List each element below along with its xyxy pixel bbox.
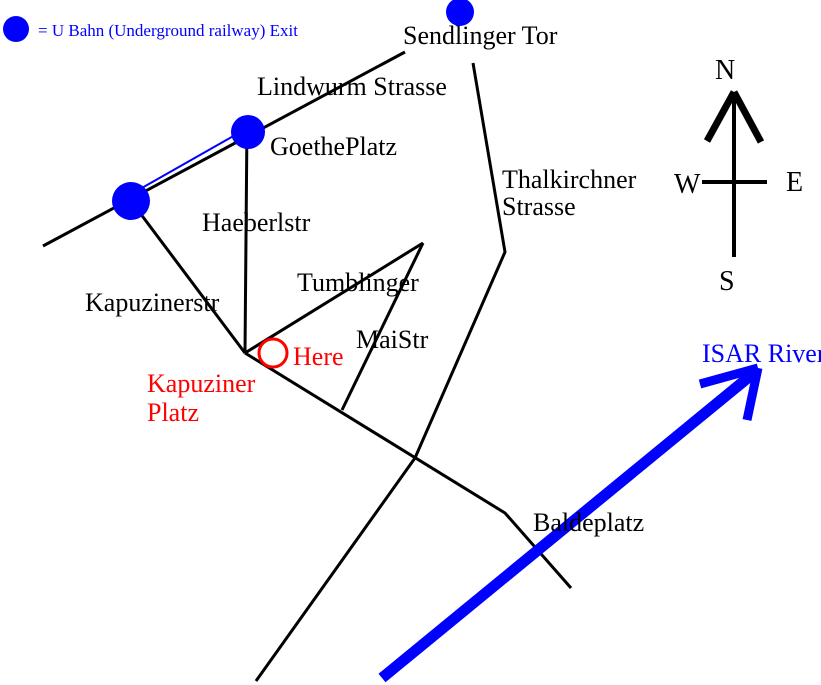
ubahn-exit-sendlinger-tor: [446, 0, 474, 26]
street-kapuzinerstr-line: [129, 200, 247, 354]
compass-south-label: S: [719, 266, 735, 297]
compass-arrowhead-right: [730, 90, 765, 144]
label-kapuzinerstr: Kapuzinerstr: [85, 288, 220, 317]
label-goetheplatz: GoethePlatz: [270, 132, 397, 161]
compass-rose: N W E S: [674, 55, 803, 297]
label-here: Here: [293, 342, 344, 371]
here-marker-ring: [257, 337, 289, 369]
compass-north-label: N: [715, 55, 735, 86]
compass-east-label: E: [786, 167, 803, 198]
river-arrow-shaft: [378, 367, 759, 683]
label-sendlinger-tor: Sendlinger Tor: [403, 21, 558, 50]
label-maistr: MaiStr: [356, 325, 429, 354]
compass-west-label: W: [674, 169, 701, 200]
ubahn-exit-goetheplatz: [231, 115, 265, 149]
map-labels: = U Bahn (Underground railway) Exit Send…: [38, 21, 821, 537]
isar-river-arrow: [378, 363, 763, 683]
label-isar-river: ISAR River: [702, 339, 821, 368]
label-baldeplatz: Baldeplatz: [533, 508, 644, 537]
river-arrow-barb-right: [742, 367, 763, 421]
ubahn-exit-west: [112, 182, 150, 220]
label-thalkirchner-line2: Strasse: [502, 192, 576, 221]
street-thalkirchner-line: [254, 62, 507, 682]
street-haeberlstr-line: [243, 121, 249, 354]
river-arrow-barb-left: [698, 363, 760, 389]
label-thalkirchner-line1: Thalkirchner: [502, 165, 637, 194]
streets: [42, 50, 573, 682]
label-lindwurm-strasse: Lindwurm Strasse: [257, 72, 447, 101]
label-haeberlstr: Haeberlstr: [202, 208, 311, 237]
street-lindwurm-strasse-line: [42, 50, 406, 248]
label-tumblinger: Tumblinger: [297, 268, 419, 297]
street-tumblinger-line: [244, 241, 424, 355]
ubahn-legend-icon: [3, 16, 29, 42]
label-kapuziner-platz-line1: Kapuziner: [147, 369, 256, 398]
label-kapuziner-platz-line2: Platz: [147, 398, 199, 427]
street-baldeplatz-diagonal-line: [244, 351, 573, 589]
compass-arrowhead-left: [703, 90, 738, 143]
ubahn-legend-label: = U Bahn (Underground railway) Exit: [38, 21, 298, 40]
street-maistr-line: [340, 242, 425, 411]
ubahn-rail-line: [132, 129, 245, 194]
